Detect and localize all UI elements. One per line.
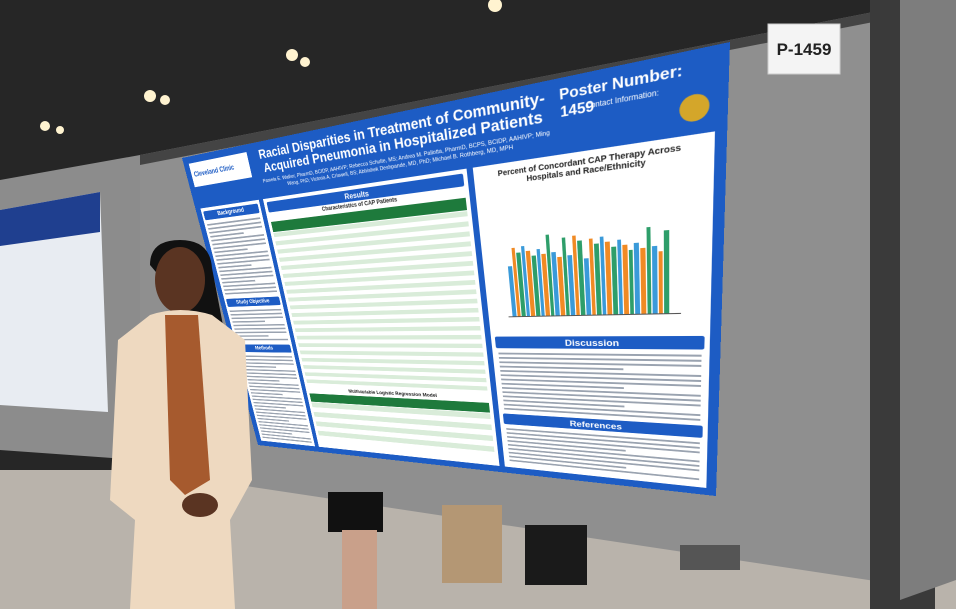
person-shorts	[328, 492, 383, 532]
left-poster	[0, 192, 108, 412]
person-legs	[680, 545, 740, 570]
person-dress	[525, 525, 587, 585]
left-poster-header	[0, 192, 100, 246]
light	[488, 0, 502, 12]
face	[155, 247, 205, 313]
hands	[182, 493, 218, 517]
person-legs	[342, 530, 377, 609]
sign-board	[767, 23, 841, 75]
sign: P-1459	[777, 40, 832, 59]
right-board	[900, 0, 956, 600]
light	[144, 90, 156, 102]
person-trousers	[442, 505, 502, 583]
light	[300, 57, 310, 67]
light	[56, 126, 64, 134]
light	[160, 95, 170, 105]
blouse	[165, 315, 210, 495]
light	[286, 49, 298, 61]
light	[40, 121, 50, 131]
